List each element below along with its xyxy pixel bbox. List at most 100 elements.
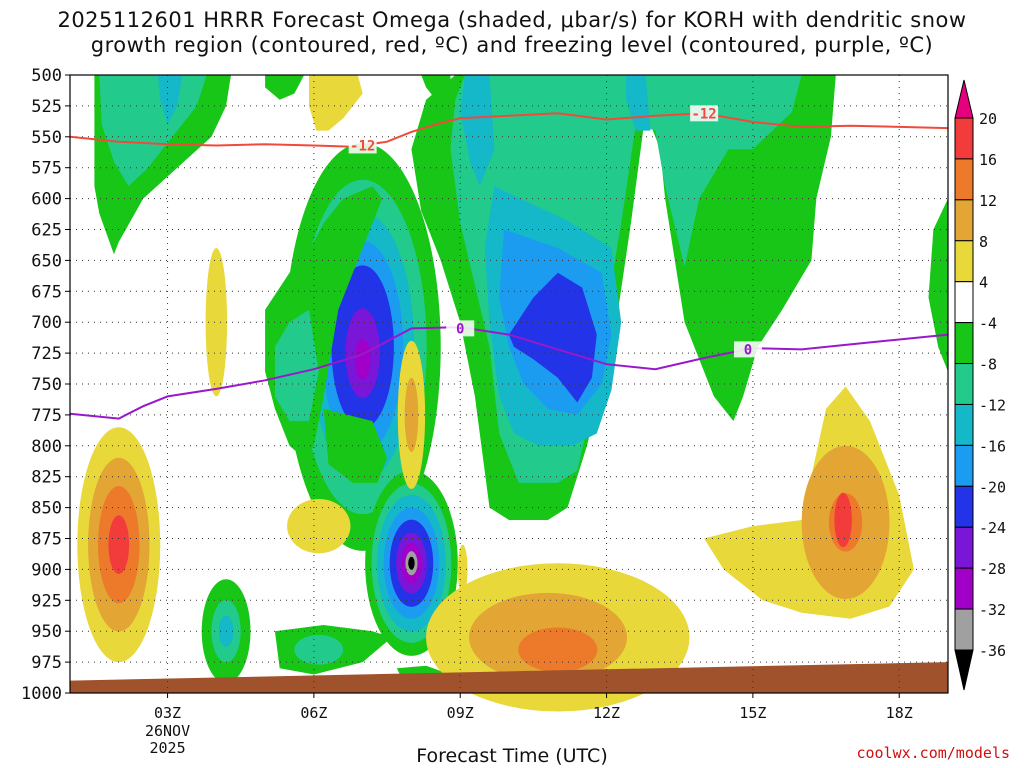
- updraft-7z-base-green: [323, 408, 388, 483]
- upper-left-cyan: [157, 75, 183, 125]
- warm-lobe-02z-level-3: [108, 515, 130, 575]
- y-tick-label-625: 625: [31, 221, 62, 241]
- colorbar-bin-8: [954, 444, 974, 487]
- yellow-09z-level-0: [457, 544, 468, 595]
- x-tick-label-03Z: 03Z: [154, 704, 181, 722]
- y-tick-label-850: 850: [31, 499, 62, 519]
- colorbar-bin-5: [954, 322, 974, 365]
- contour-lines: -12 -12 0 0: [69, 105, 949, 420]
- colorbar-bin-11: [954, 567, 974, 610]
- colorbar-bin-12: [954, 608, 974, 651]
- updraft-7z-west-teal: [274, 309, 319, 422]
- axes: 500 525 550 575 600 625 650 675 700 725 750 775 800 8…: [21, 66, 949, 757]
- y-tick-label-925: 925: [31, 591, 62, 611]
- colorbar-bin-2: [954, 199, 974, 242]
- yellow-08z: [397, 340, 426, 490]
- x-date-label-0: 26NOV: [145, 722, 190, 740]
- x-axis-label: Forecast Time (UTC): [416, 745, 608, 767]
- y-tick-label-950: 950: [31, 622, 62, 642]
- y-tick-label-975: 975: [31, 653, 62, 673]
- colorbar-label-11: -28: [979, 560, 1006, 578]
- updraft-8z: [365, 470, 458, 656]
- colorbar-label-13: -36: [979, 642, 1006, 660]
- x-tick-label-15Z: 15Z: [739, 704, 766, 722]
- x-date-label-1: 2025: [149, 739, 185, 757]
- colorbar-top-arrow: [954, 79, 974, 119]
- yellow-04z: [205, 248, 228, 397]
- colorbar-label-4: 4: [979, 274, 988, 292]
- yellow-04z-level-0: [205, 248, 228, 397]
- omega-shading-layer: [70, 75, 948, 712]
- upper-left-teal: [99, 75, 207, 187]
- x-tick-label-06Z: 06Z: [300, 704, 327, 722]
- y-tick-label-500: 500: [31, 66, 62, 86]
- colorbar-label-7: -12: [979, 396, 1006, 414]
- contour-label-0-1: -12: [691, 106, 716, 122]
- y-tick-label-700: 700: [31, 313, 62, 333]
- contour-label-bg-0-1: [690, 105, 719, 122]
- credit-link[interactable]: coolwx.com/models: [856, 744, 1010, 762]
- colorbar-label-6: -8: [979, 356, 997, 374]
- main-updraft-blue: [509, 272, 597, 403]
- colorbar-bin-10: [954, 526, 974, 569]
- warm-lobe-17z-core: [834, 492, 852, 548]
- updraft-06z-low-teal: [294, 634, 344, 665]
- colorbar-label-12: -32: [979, 601, 1006, 619]
- updraft-06z-low-teal-level-0: [294, 634, 344, 665]
- y-tick-label-750: 750: [31, 375, 62, 395]
- upper-yellow-06z: [309, 75, 363, 131]
- colorbar-bin-7: [954, 403, 974, 446]
- terrain-band: [70, 662, 948, 693]
- colorbar-label-0: 20: [979, 110, 997, 128]
- yellow-06z-level-0: [287, 498, 351, 554]
- colorbar-label-8: -16: [979, 437, 1006, 455]
- contour-label-bg-1-0: [446, 320, 475, 337]
- y-tick-label-600: 600: [31, 190, 62, 210]
- y-tick-label-650: 650: [31, 251, 62, 271]
- yellow-08z-level-1: [404, 377, 419, 452]
- warm-lobe-11z-level-2: [518, 627, 598, 672]
- colorbar-bin-6: [954, 363, 974, 405]
- y-tick-label-575: 575: [31, 159, 62, 179]
- x-tick-label-18Z: 18Z: [886, 704, 913, 722]
- y-tick-label-1000: 1000: [21, 684, 62, 704]
- y-tick-label-725: 725: [31, 344, 62, 364]
- contour-label-1-0: 0: [456, 321, 464, 337]
- colorbar-bottom-arrow: [954, 649, 974, 691]
- colorbar: 20 16 12 8 4 -4 -8 -12 -16 -20 -24 -28 -32 -36: [954, 79, 1006, 691]
- contour-label-bg-0-0: [348, 137, 377, 154]
- colorbar-label-3: 8: [979, 233, 988, 251]
- contour-line-dgz: [69, 112, 949, 148]
- contour-line-freezing-level: [69, 326, 949, 420]
- y-tick-label-525: 525: [31, 97, 62, 117]
- updraft-7z-level-6: [354, 338, 371, 380]
- y-tick-label-775: 775: [31, 406, 62, 426]
- colorbar-label-5: -4: [979, 315, 997, 333]
- grid-lines: [70, 75, 948, 693]
- x-tick-label-12Z: 12Z: [593, 704, 620, 722]
- yellow-09z: [457, 544, 468, 595]
- chart-title-line2: growth region (contoured, red, ºC) and f…: [90, 33, 934, 57]
- warm-lobe-02z: [77, 427, 161, 663]
- colorbar-label-10: -24: [979, 519, 1006, 537]
- colorbar-bin-1: [954, 158, 974, 201]
- contour-label-1-1: 0: [744, 342, 752, 358]
- y-tick-label-800: 800: [31, 437, 62, 457]
- colorbar-bin-9: [954, 485, 974, 528]
- yellow-06z: [287, 498, 351, 554]
- y-tick-label-550: 550: [31, 128, 62, 148]
- main-upper-cyan-left: [460, 75, 495, 187]
- chart-title-line1: 2025112601 HRRR Forecast Omega (shaded, …: [57, 8, 967, 32]
- warm-lobe-17z-core-level-0: [834, 492, 852, 548]
- y-tick-label-900: 900: [31, 560, 62, 580]
- colorbar-bin-3: [954, 240, 974, 283]
- updraft-8z-level-8: [408, 556, 415, 570]
- colorbar-bin-4: [954, 281, 974, 324]
- y-tick-label-825: 825: [31, 468, 62, 488]
- colorbar-label-1: 16: [979, 151, 997, 169]
- y-tick-label-875: 875: [31, 530, 62, 550]
- right-edge-green: [928, 198, 948, 372]
- colorbar-label-2: 12: [979, 192, 997, 210]
- x-tick-label-09Z: 09Z: [447, 704, 474, 722]
